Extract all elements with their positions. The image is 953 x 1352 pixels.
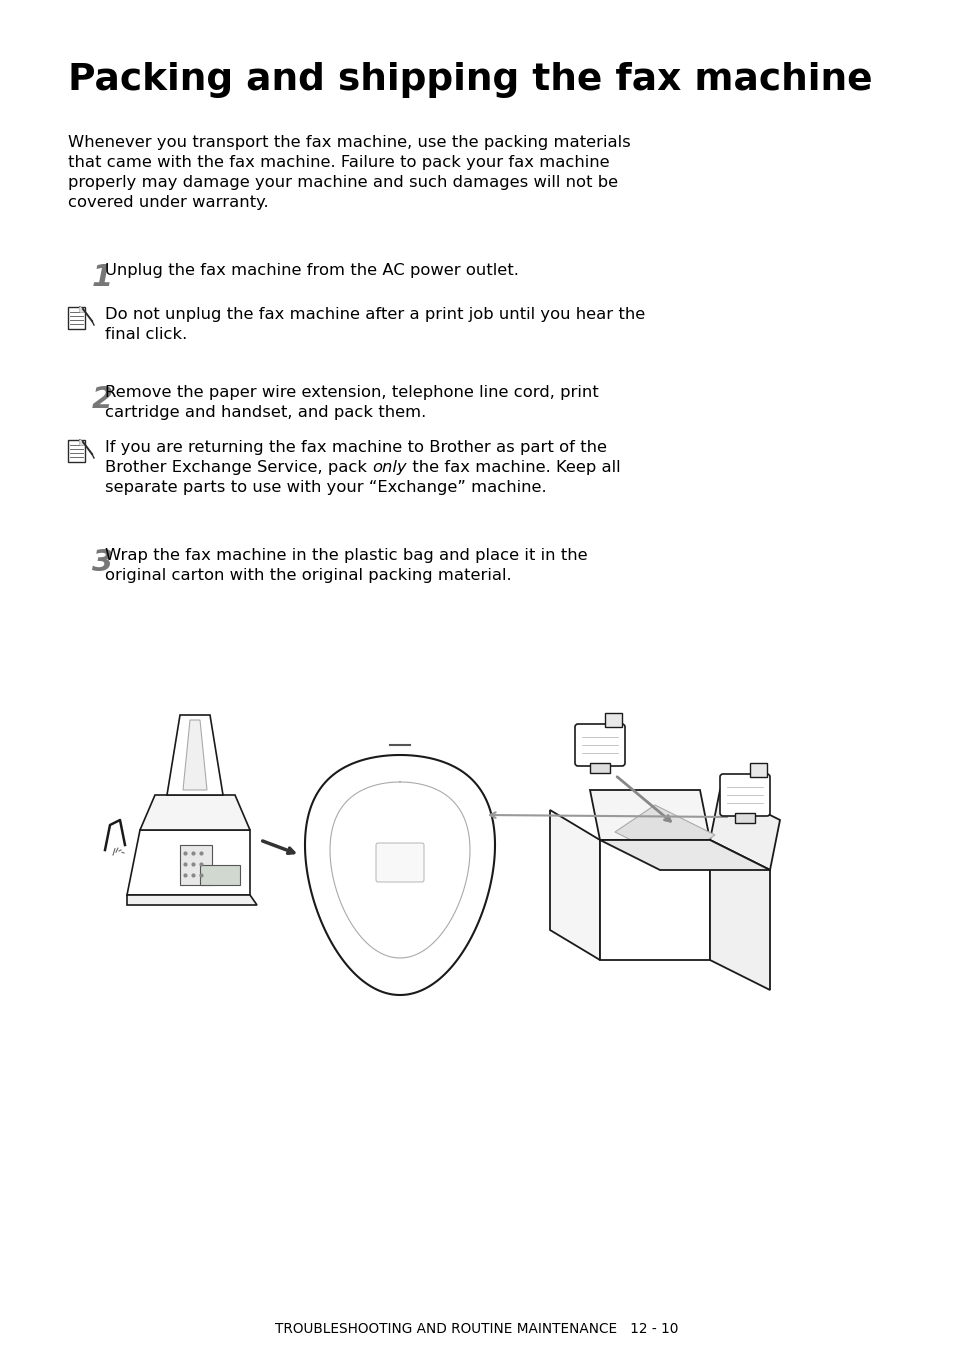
FancyBboxPatch shape <box>68 307 85 329</box>
Polygon shape <box>80 439 85 445</box>
Text: final click.: final click. <box>105 327 187 342</box>
Text: 1: 1 <box>91 264 113 292</box>
Text: Wrap the fax machine in the plastic bag and place it in the: Wrap the fax machine in the plastic bag … <box>105 548 587 562</box>
Text: that came with the fax machine. Failure to pack your fax machine: that came with the fax machine. Failure … <box>68 155 609 170</box>
Text: Brother Exchange Service, pack: Brother Exchange Service, pack <box>105 460 372 475</box>
Text: original carton with the original packing material.: original carton with the original packin… <box>105 568 511 583</box>
Polygon shape <box>80 307 85 312</box>
Text: Do not unplug the fax machine after a print job until you hear the: Do not unplug the fax machine after a pr… <box>105 307 644 322</box>
Polygon shape <box>127 830 250 895</box>
FancyBboxPatch shape <box>720 773 769 817</box>
Polygon shape <box>615 804 714 863</box>
Polygon shape <box>599 840 709 960</box>
FancyBboxPatch shape <box>180 845 212 886</box>
Polygon shape <box>709 790 780 869</box>
Text: 2: 2 <box>91 385 113 414</box>
Text: the fax machine. Keep all: the fax machine. Keep all <box>406 460 619 475</box>
Text: If you are returning the fax machine to Brother as part of the: If you are returning the fax machine to … <box>105 439 606 456</box>
Text: separate parts to use with your “Exchange” machine.: separate parts to use with your “Exchang… <box>105 480 546 495</box>
Polygon shape <box>749 763 766 777</box>
Polygon shape <box>140 795 250 830</box>
FancyBboxPatch shape <box>375 844 423 882</box>
Polygon shape <box>709 840 769 990</box>
Polygon shape <box>589 790 709 840</box>
Text: Packing and shipping the fax machine: Packing and shipping the fax machine <box>68 62 872 97</box>
Polygon shape <box>127 895 256 904</box>
FancyBboxPatch shape <box>575 725 624 767</box>
Polygon shape <box>734 813 754 823</box>
Text: Unplug the fax machine from the AC power outlet.: Unplug the fax machine from the AC power… <box>105 264 518 279</box>
Polygon shape <box>589 763 609 773</box>
Polygon shape <box>183 721 207 790</box>
Text: Whenever you transport the fax machine, use the packing materials: Whenever you transport the fax machine, … <box>68 135 630 150</box>
Polygon shape <box>604 713 621 727</box>
FancyBboxPatch shape <box>200 865 240 886</box>
FancyBboxPatch shape <box>68 439 85 462</box>
Text: covered under warranty.: covered under warranty. <box>68 195 269 210</box>
Text: properly may damage your machine and such damages will not be: properly may damage your machine and suc… <box>68 174 618 191</box>
Polygon shape <box>305 754 495 995</box>
Polygon shape <box>599 840 769 869</box>
Polygon shape <box>550 810 599 960</box>
Text: TROUBLESHOOTING AND ROUTINE MAINTENANCE   12 - 10: TROUBLESHOOTING AND ROUTINE MAINTENANCE … <box>275 1322 678 1336</box>
Polygon shape <box>167 715 223 795</box>
Text: cartridge and handset, and pack them.: cartridge and handset, and pack them. <box>105 406 426 420</box>
Text: Remove the paper wire extension, telephone line cord, print: Remove the paper wire extension, telepho… <box>105 385 598 400</box>
Text: 3: 3 <box>91 548 113 577</box>
Text: only: only <box>372 460 406 475</box>
